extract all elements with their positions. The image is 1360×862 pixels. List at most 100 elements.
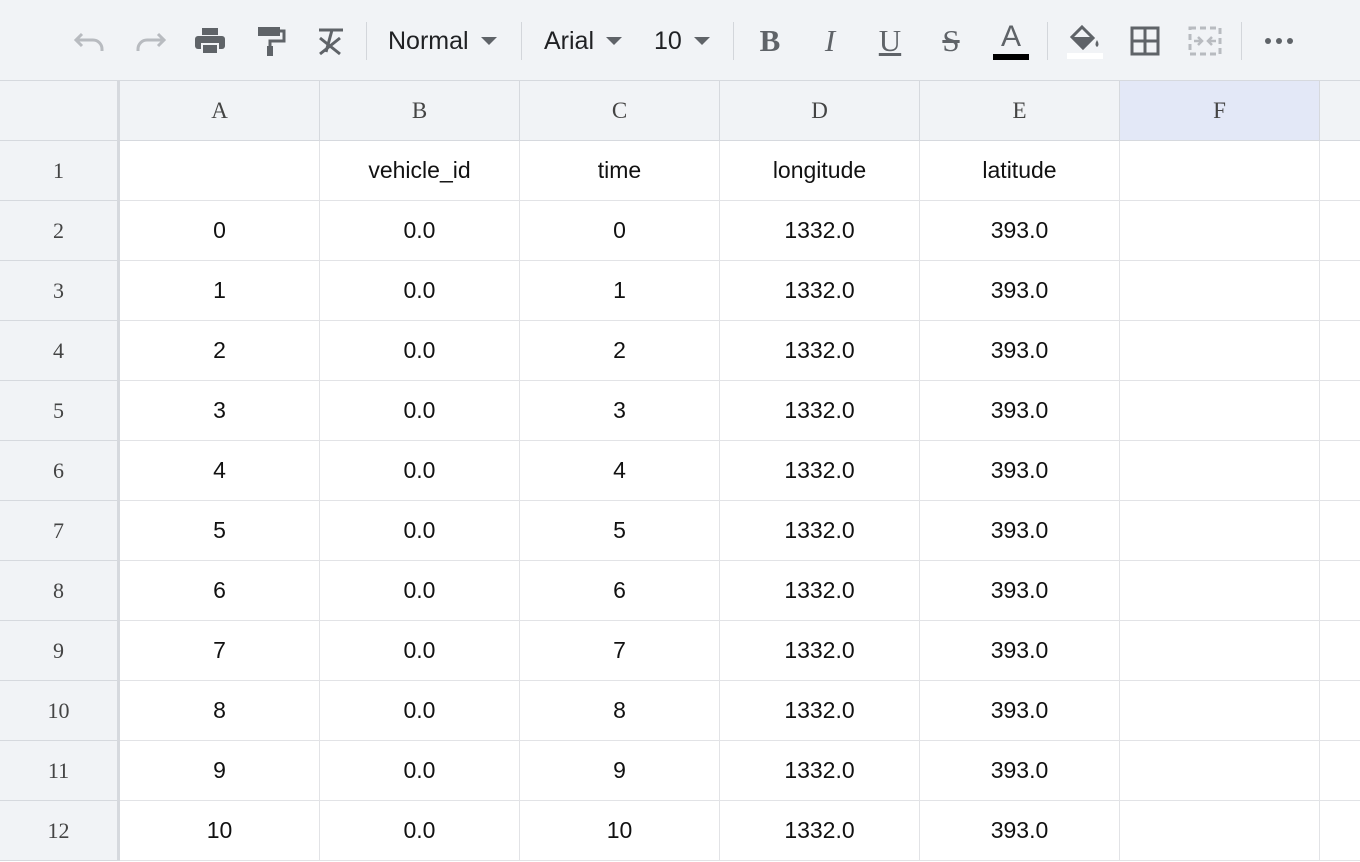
cell-c3[interactable]: 1 [520,261,720,321]
column-header-e[interactable]: E [920,81,1120,141]
cell-b5[interactable]: 0.0 [320,381,520,441]
column-header-b[interactable]: B [320,81,520,141]
clear-format-icon[interactable] [309,16,353,66]
row-header-9[interactable]: 9 [0,621,120,681]
cell-c10[interactable]: 8 [520,681,720,741]
font-select[interactable]: Arial [544,16,623,66]
cell-b10[interactable]: 0.0 [320,681,520,741]
cell-b3[interactable]: 0.0 [320,261,520,321]
cell-f5[interactable] [1120,381,1320,441]
cell-c2[interactable]: 0 [520,201,720,261]
column-header-c[interactable]: C [520,81,720,141]
row-header-11[interactable]: 11 [0,741,120,801]
row-header-2[interactable]: 2 [0,201,120,261]
row-header-10[interactable]: 10 [0,681,120,741]
cell-partial[interactable] [1320,801,1360,861]
cell-e8[interactable]: 393.0 [920,561,1120,621]
paint-format-icon[interactable] [249,16,293,66]
cell-f7[interactable] [1120,501,1320,561]
borders-icon[interactable] [1123,16,1167,66]
print-icon[interactable] [188,16,232,66]
row-header-6[interactable]: 6 [0,441,120,501]
row-header-7[interactable]: 7 [0,501,120,561]
text-color-button[interactable]: A [988,16,1034,66]
cell-d2[interactable]: 1332.0 [720,201,920,261]
strikethrough-button[interactable]: S [942,23,960,58]
cell-partial[interactable] [1320,621,1360,681]
italic-button[interactable]: I [824,23,836,58]
cell-f8[interactable] [1120,561,1320,621]
cell-c4[interactable]: 2 [520,321,720,381]
cell-e11[interactable]: 393.0 [920,741,1120,801]
cell-partial[interactable] [1320,681,1360,741]
select-all-corner[interactable] [0,81,120,141]
cell-c7[interactable]: 5 [520,501,720,561]
cell-e4[interactable]: 393.0 [920,321,1120,381]
cell-d1[interactable]: longitude [720,141,920,201]
cell-b9[interactable]: 0.0 [320,621,520,681]
cell-a4[interactable]: 2 [120,321,320,381]
cell-b11[interactable]: 0.0 [320,741,520,801]
cell-partial[interactable] [1320,201,1360,261]
cell-d3[interactable]: 1332.0 [720,261,920,321]
font-size-select[interactable]: 10 [654,16,710,66]
style-select[interactable]: Normal [388,16,497,66]
cell-d8[interactable]: 1332.0 [720,561,920,621]
cell-f11[interactable] [1120,741,1320,801]
row-header-5[interactable]: 5 [0,381,120,441]
cell-a12[interactable]: 10 [120,801,320,861]
bold-button[interactable]: B [759,23,781,58]
underline-button[interactable]: U [878,23,902,58]
cell-e10[interactable]: 393.0 [920,681,1120,741]
cell-d7[interactable]: 1332.0 [720,501,920,561]
cell-d5[interactable]: 1332.0 [720,381,920,441]
cell-f3[interactable] [1120,261,1320,321]
cell-d6[interactable]: 1332.0 [720,441,920,501]
cell-f4[interactable] [1120,321,1320,381]
cell-b1[interactable]: vehicle_id [320,141,520,201]
cell-e6[interactable]: 393.0 [920,441,1120,501]
more-icon[interactable] [1257,16,1301,66]
cell-f2[interactable] [1120,201,1320,261]
cell-d10[interactable]: 1332.0 [720,681,920,741]
cell-f9[interactable] [1120,621,1320,681]
cell-a6[interactable]: 4 [120,441,320,501]
cell-c11[interactable]: 9 [520,741,720,801]
cell-e7[interactable]: 393.0 [920,501,1120,561]
cell-a11[interactable]: 9 [120,741,320,801]
cell-partial[interactable] [1320,561,1360,621]
cell-b7[interactable]: 0.0 [320,501,520,561]
column-header-a[interactable]: A [120,81,320,141]
cell-c12[interactable]: 10 [520,801,720,861]
cell-partial[interactable] [1320,321,1360,381]
cell-partial[interactable] [1320,381,1360,441]
cell-a8[interactable]: 6 [120,561,320,621]
cell-a1[interactable] [120,141,320,201]
cell-a2[interactable]: 0 [120,201,320,261]
cell-d4[interactable]: 1332.0 [720,321,920,381]
cell-b4[interactable]: 0.0 [320,321,520,381]
fill-color-icon[interactable] [1063,16,1107,66]
cell-b12[interactable]: 0.0 [320,801,520,861]
cell-partial[interactable] [1320,441,1360,501]
row-header-3[interactable]: 3 [0,261,120,321]
cell-b8[interactable]: 0.0 [320,561,520,621]
cell-partial[interactable] [1320,501,1360,561]
row-header-8[interactable]: 8 [0,561,120,621]
row-header-1[interactable]: 1 [0,141,120,201]
column-header-d[interactable]: D [720,81,920,141]
cell-f1[interactable] [1120,141,1320,201]
cell-b2[interactable]: 0.0 [320,201,520,261]
cell-a5[interactable]: 3 [120,381,320,441]
cell-c5[interactable]: 3 [520,381,720,441]
cell-e9[interactable]: 393.0 [920,621,1120,681]
cell-f6[interactable] [1120,441,1320,501]
undo-icon[interactable] [68,16,112,66]
cell-e3[interactable]: 393.0 [920,261,1120,321]
cell-f10[interactable] [1120,681,1320,741]
cell-e2[interactable]: 393.0 [920,201,1120,261]
cell-partial[interactable] [1320,741,1360,801]
cell-d11[interactable]: 1332.0 [720,741,920,801]
cell-d12[interactable]: 1332.0 [720,801,920,861]
cell-partial[interactable] [1320,261,1360,321]
